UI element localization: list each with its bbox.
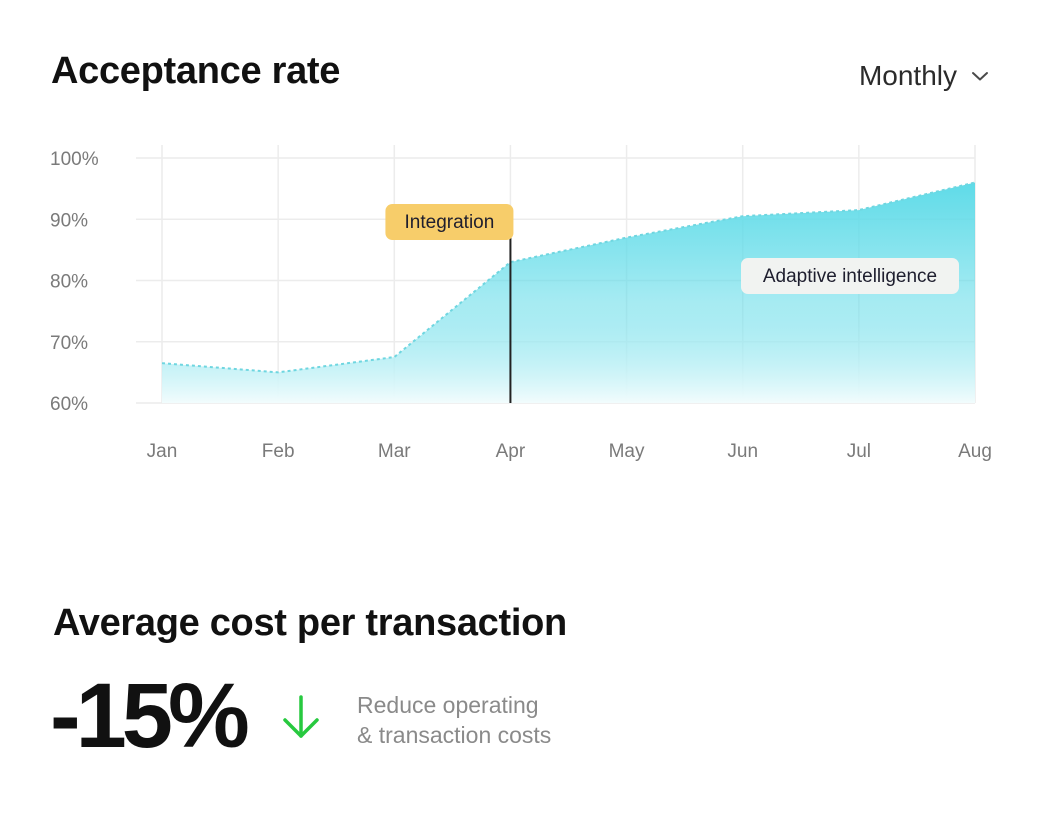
chevron-down-icon	[972, 72, 988, 81]
x-tick-label: Apr	[496, 441, 526, 462]
metric-description-line-2: & transaction costs	[357, 722, 552, 748]
annotation-label: Integration	[405, 212, 495, 233]
period-dropdown-label: Monthly	[858, 60, 957, 91]
metric-value: -15%	[50, 665, 250, 767]
arrow-down-icon	[283, 695, 319, 738]
metric-description: Reduce operating & transaction costs	[357, 690, 551, 750]
x-tick-label: Aug	[958, 441, 992, 462]
x-tick-label: Jul	[847, 441, 871, 462]
x-tick-label: May	[609, 441, 645, 462]
y-tick-label: 80%	[50, 272, 88, 293]
series-area	[162, 182, 975, 403]
annotation-badge	[385, 204, 514, 240]
metric-description-line-1: Reduce operating	[357, 692, 539, 718]
y-tick-label: 60%	[50, 394, 88, 415]
x-tick-label: Jan	[147, 441, 178, 462]
x-tick-label: Feb	[262, 441, 295, 462]
chart-title: Acceptance rate	[51, 50, 341, 92]
y-tick-label: 100%	[50, 149, 99, 170]
period-dropdown[interactable]: Monthly	[859, 58, 989, 94]
y-tick-label: 70%	[50, 333, 88, 354]
x-tick-label: Mar	[378, 441, 411, 462]
y-tick-label: 90%	[50, 210, 88, 231]
x-tick-label: Jun	[727, 441, 758, 462]
metric-title: Average cost per transaction	[53, 602, 567, 644]
acceptance-rate-chart: 100% 90% 80% 70% 60% Jan Feb Mar Apr May Jun Jul Aug…	[50, 145, 992, 462]
annotation-badge	[741, 258, 959, 294]
annotation-label: Adaptive intelligence	[763, 266, 937, 287]
